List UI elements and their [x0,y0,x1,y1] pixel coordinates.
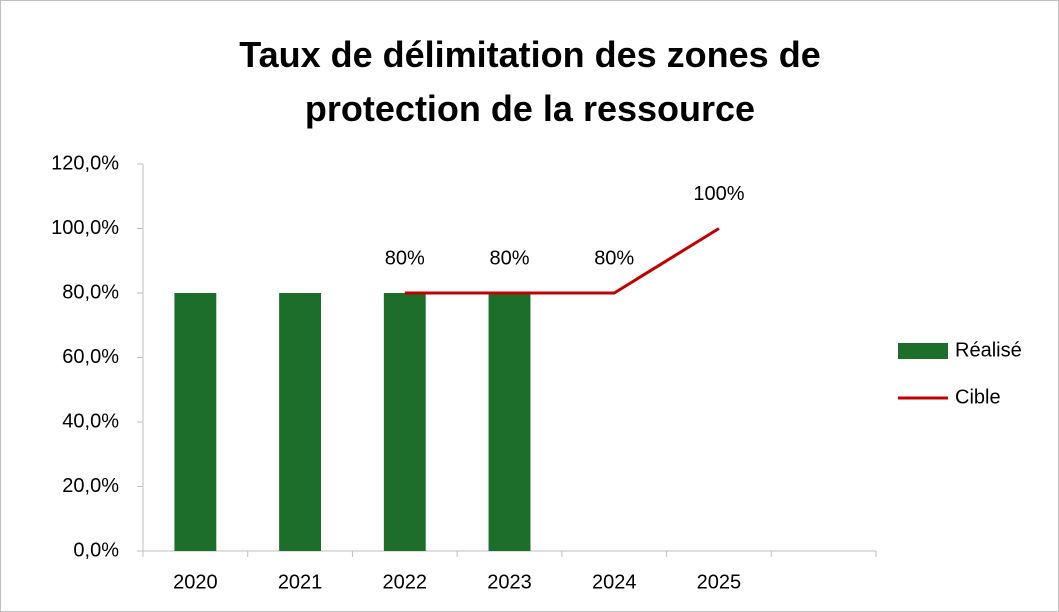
bar [279,293,322,551]
x-tick-label: 2025 [697,571,742,593]
x-tick-label: 2023 [487,571,532,593]
y-tick-label: 120,0% [51,152,119,174]
x-tick-label: 2022 [383,571,428,593]
line [404,227,720,295]
y-tick-label: 0,0% [73,539,119,561]
y-tick-label: 60,0% [62,346,119,368]
x-tick-label: 2024 [592,571,637,593]
legend-label: Réalisé [955,339,1022,361]
x-tick-label: 2020 [173,571,218,593]
y-tick-label: 100,0% [51,217,119,239]
data-label: 80% [594,247,634,269]
legend-label: Cible [955,386,1001,408]
data-label: 80% [385,247,425,269]
y-tick-label: 40,0% [62,410,119,432]
data-label: 80% [489,247,529,269]
chart-title: Taux de délimitation des zones de protec… [239,34,821,129]
bar [488,293,531,551]
y-tick-label: 20,0% [62,475,119,497]
bar [174,293,217,551]
bar [383,293,426,551]
data-label: 100% [693,183,744,205]
y-tick-label: 80,0% [62,281,119,303]
x-tick-label: 2021 [278,571,323,593]
legend-swatch [898,343,948,359]
